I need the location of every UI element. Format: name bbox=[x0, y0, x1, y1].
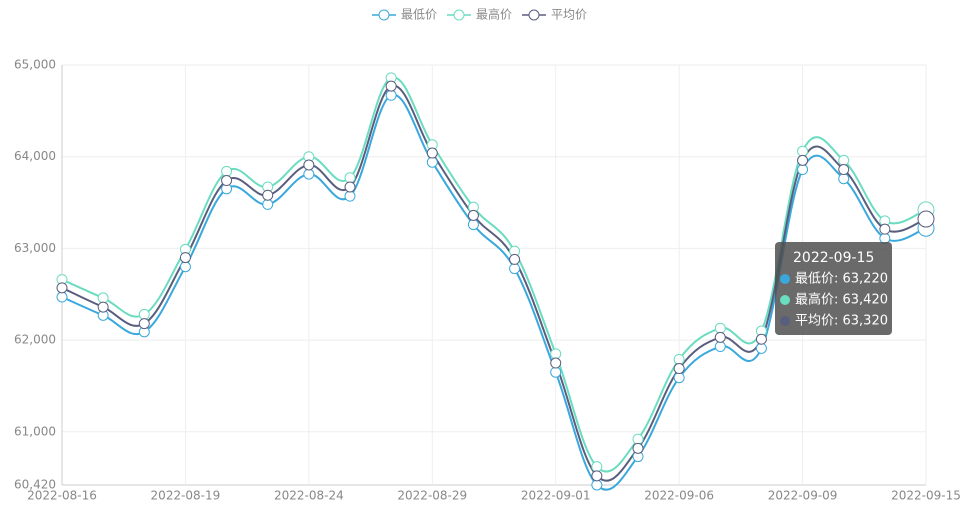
point bbox=[509, 253, 521, 265]
point bbox=[755, 342, 767, 354]
tooltip-dot bbox=[780, 295, 790, 305]
tooltip-title: 2022-09-15 bbox=[793, 250, 874, 266]
point bbox=[344, 181, 356, 193]
point bbox=[97, 301, 109, 313]
x-tick-label: 2022-09-15 bbox=[891, 489, 961, 503]
point bbox=[179, 252, 191, 264]
point bbox=[797, 164, 809, 176]
point bbox=[56, 282, 68, 294]
y-tick-label: 63,000 bbox=[14, 241, 56, 255]
x-tick-label: 2022-09-06 bbox=[644, 489, 714, 503]
tooltip-dot bbox=[780, 274, 790, 284]
tooltip-line: 最高价: 63,420 bbox=[795, 292, 888, 308]
point bbox=[97, 292, 109, 304]
point bbox=[714, 341, 726, 353]
tooltip-dot bbox=[780, 316, 790, 326]
point bbox=[879, 232, 891, 244]
y-tick-label: 62,000 bbox=[14, 333, 56, 347]
point bbox=[138, 318, 150, 330]
point bbox=[303, 159, 315, 171]
point bbox=[509, 263, 521, 275]
tooltip-box bbox=[775, 242, 892, 335]
point bbox=[797, 145, 809, 157]
point bbox=[673, 363, 685, 375]
point bbox=[221, 165, 233, 177]
point bbox=[838, 164, 850, 176]
x-tick-label: 2022-08-19 bbox=[151, 489, 221, 503]
legend-label: 最高价 bbox=[476, 7, 512, 22]
legend-marker bbox=[528, 9, 540, 21]
legend-marker bbox=[453, 9, 465, 21]
point bbox=[673, 372, 685, 384]
x-tick-label: 2022-08-24 bbox=[274, 489, 344, 503]
point bbox=[138, 308, 150, 320]
y-tick-label: 64,000 bbox=[14, 149, 56, 163]
point bbox=[56, 291, 68, 303]
point bbox=[797, 154, 809, 166]
point bbox=[591, 461, 603, 473]
point bbox=[179, 261, 191, 273]
point bbox=[262, 189, 274, 201]
point bbox=[467, 219, 479, 231]
point bbox=[467, 209, 479, 221]
point bbox=[550, 357, 562, 369]
tooltip-line: 最低价: 63,220 bbox=[795, 272, 888, 287]
y-tick-label: 65,000 bbox=[14, 58, 56, 72]
point bbox=[221, 175, 233, 187]
point bbox=[714, 322, 726, 334]
point bbox=[385, 89, 397, 101]
legend-label: 平均价 bbox=[551, 8, 587, 22]
point bbox=[591, 479, 603, 491]
legend-label: 最低价 bbox=[401, 8, 437, 22]
point bbox=[426, 156, 438, 168]
x-tick-label: 2022-09-01 bbox=[521, 489, 591, 503]
x-tick-label: 2022-08-16 bbox=[27, 489, 97, 503]
y-tick-label: 61,000 bbox=[14, 424, 56, 438]
x-tick-label: 2022-09-09 bbox=[768, 489, 838, 503]
point bbox=[632, 433, 644, 445]
y-tick-label: 60,420 bbox=[14, 478, 56, 492]
point bbox=[673, 353, 685, 365]
x-tick-label: 2022-08-29 bbox=[397, 489, 467, 503]
point bbox=[755, 333, 767, 345]
point bbox=[303, 168, 315, 180]
point bbox=[262, 198, 274, 210]
point bbox=[344, 190, 356, 202]
legend-marker bbox=[378, 9, 390, 21]
point bbox=[632, 442, 644, 454]
point bbox=[550, 366, 562, 378]
point bbox=[344, 172, 356, 184]
point bbox=[838, 154, 850, 166]
point bbox=[838, 173, 850, 185]
point bbox=[591, 470, 603, 482]
point bbox=[426, 147, 438, 159]
point bbox=[917, 210, 935, 228]
point bbox=[385, 80, 397, 92]
tooltip-line: 平均价: 63,320 bbox=[795, 314, 888, 329]
point bbox=[550, 348, 562, 360]
point bbox=[714, 331, 726, 343]
point bbox=[879, 223, 891, 235]
